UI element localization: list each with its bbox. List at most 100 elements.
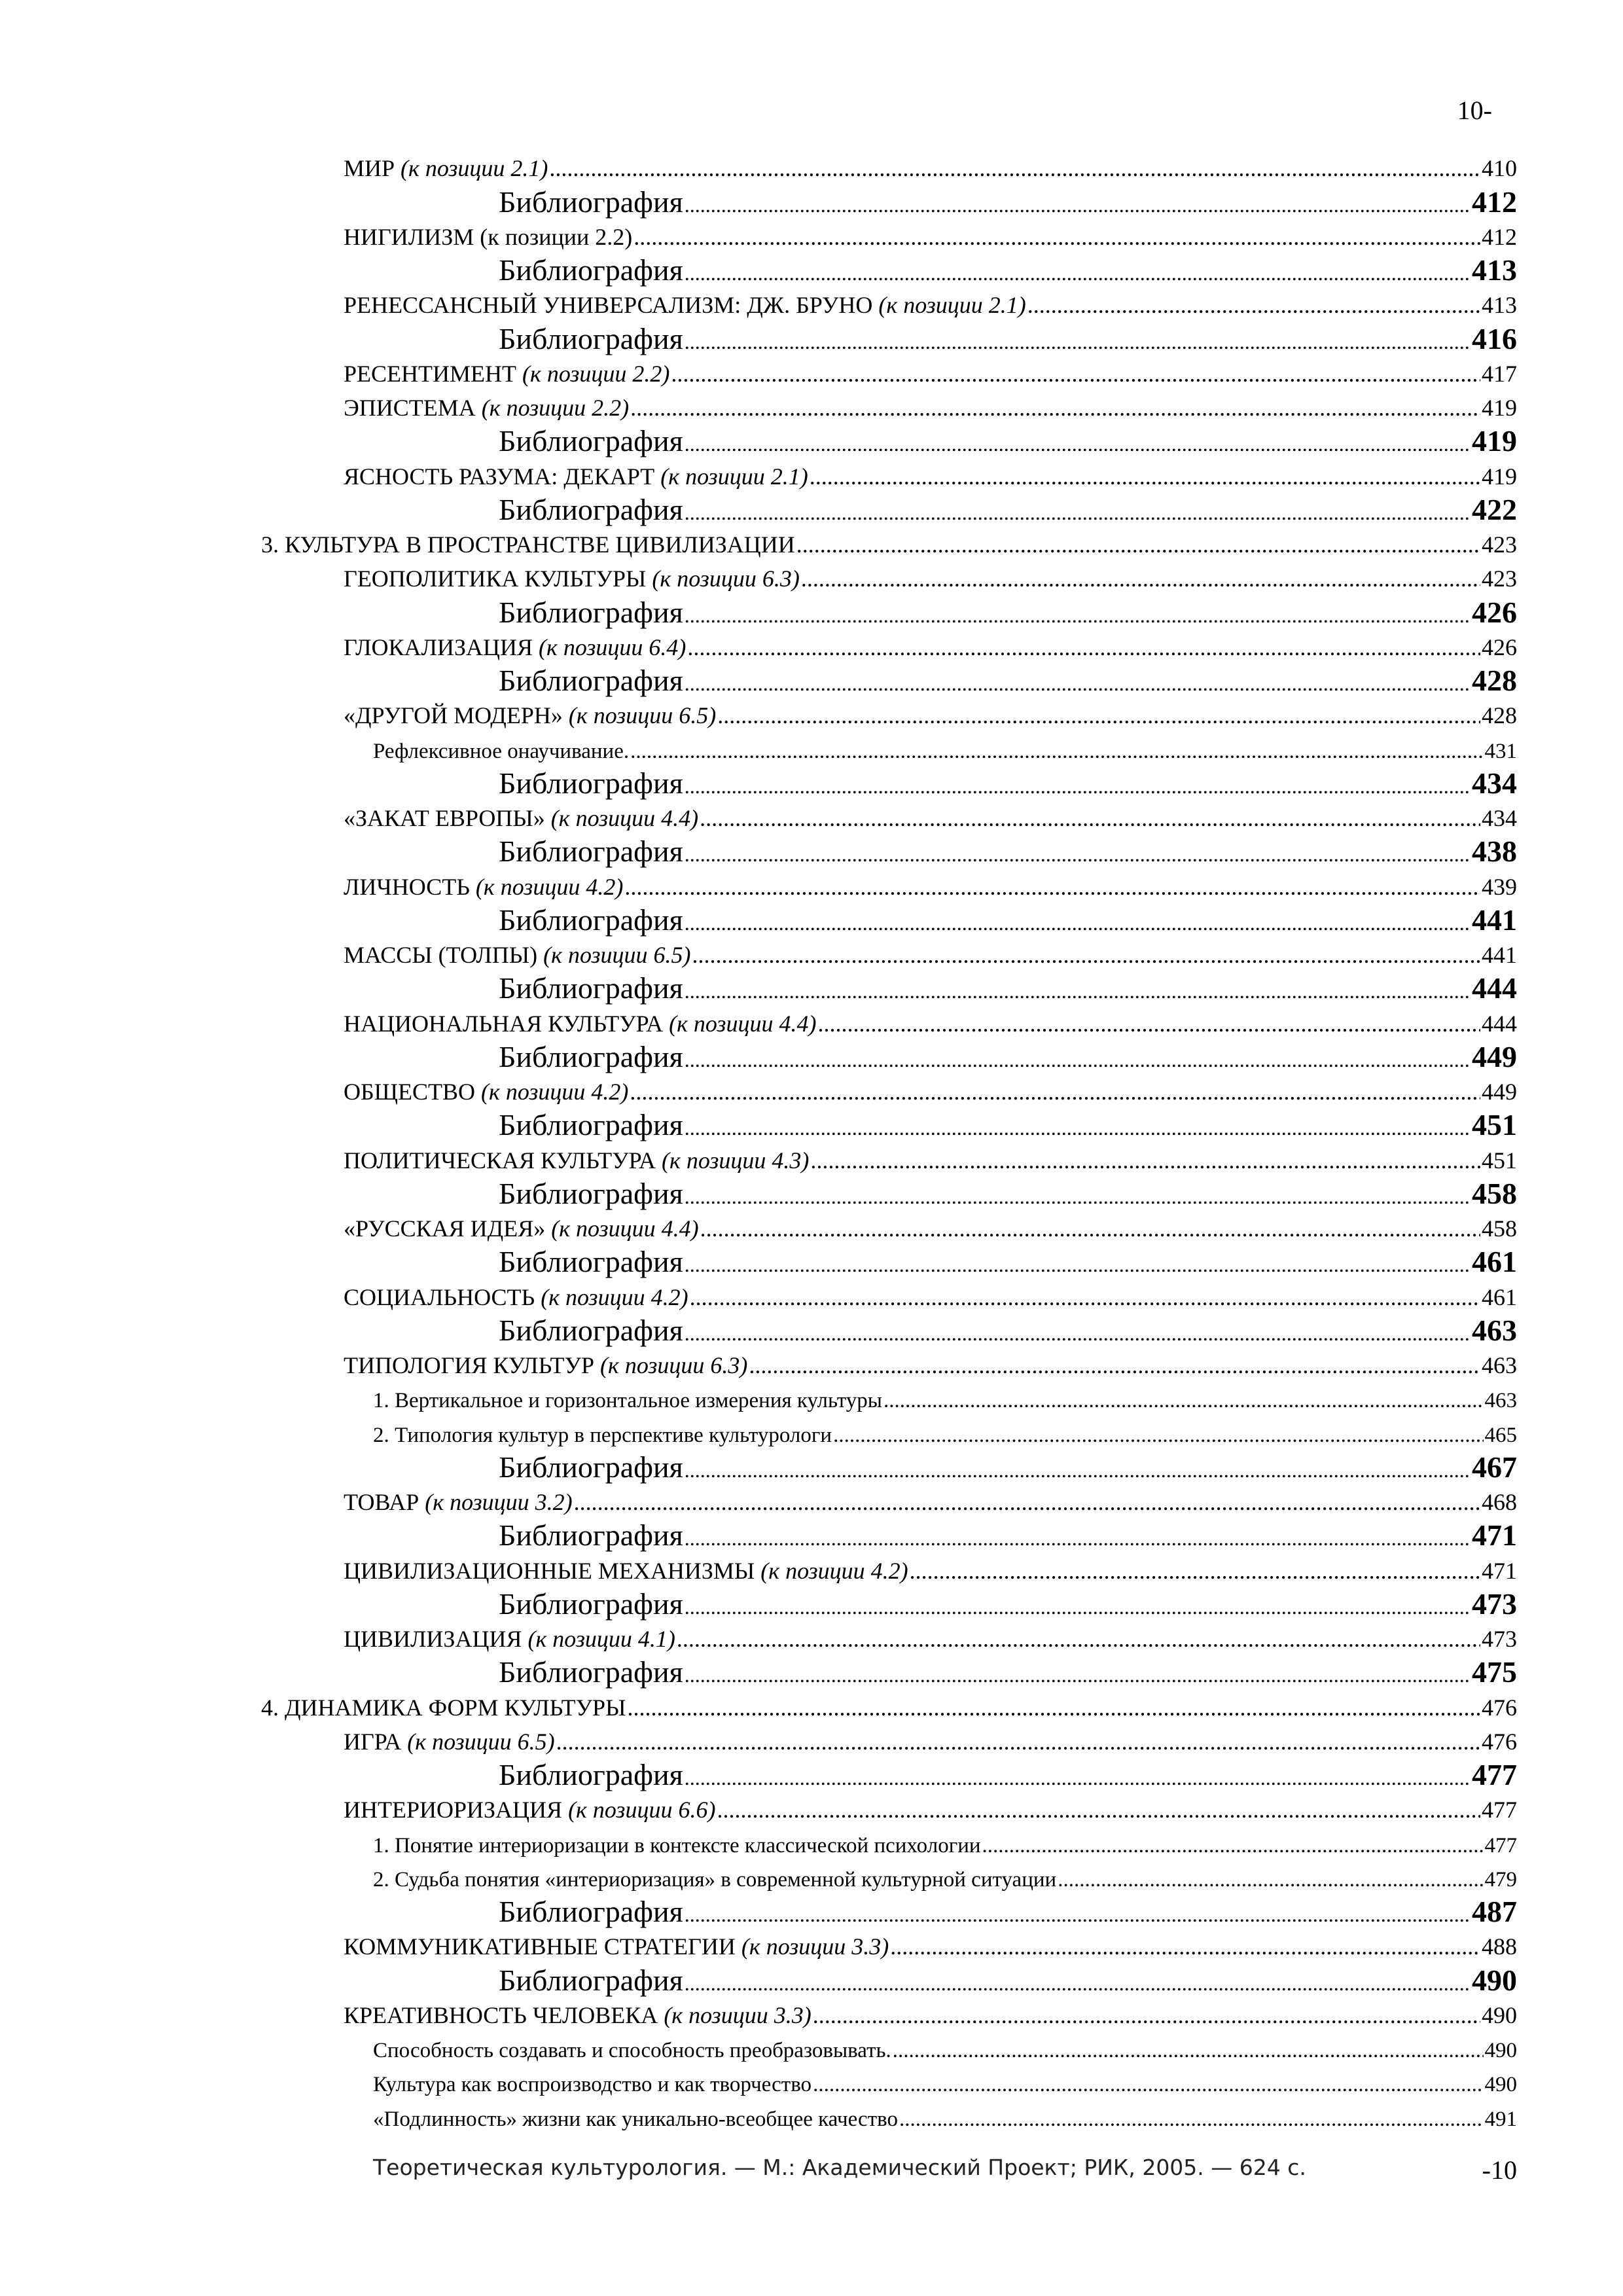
toc-article-entry[interactable]: ЭПИСТЕМА(к позиции 2.2) 419 <box>0 394 1623 428</box>
toc-article-entry[interactable]: ГЛОКАЛИЗАЦИЯ(к позиции 6.4) 426 <box>0 634 1623 668</box>
toc-bibliography-entry[interactable]: Библиография 413 <box>0 253 1623 291</box>
toc-bibliography-entry[interactable]: Библиография 416 <box>0 322 1623 359</box>
toc-bibliography-entry[interactable]: Библиография 467 <box>0 1450 1623 1488</box>
toc-entry-line: Библиография 490 <box>499 1963 1517 1998</box>
toc-subsection-entry[interactable]: Способность создавать и способность прео… <box>0 2036 1623 2070</box>
toc-article-entry[interactable]: ГЕОПОЛИТИКА КУЛЬТУРЫ(к позиции 6.3) 423 <box>0 565 1623 599</box>
toc-article-entry[interactable]: ПОЛИТИЧЕСКАЯ КУЛЬТУРА(к позиции 4.3) 451 <box>0 1146 1623 1180</box>
toc-bibliography-entry[interactable]: Библиография 438 <box>0 834 1623 872</box>
toc-article-entry[interactable]: МИР(к позиции 2.1) 410 <box>0 154 1623 188</box>
entry-title: ГЛОКАЛИЗАЦИЯ <box>344 634 533 660</box>
toc-article-entry[interactable]: ИГРА(к позиции 6.5) 476 <box>0 1728 1623 1762</box>
toc-article-entry[interactable]: ТОВАР(к позиции 3.2) 468 <box>0 1488 1623 1522</box>
toc-entry-line: СОЦИАЛЬНОСТЬ(к позиции 4.2) 461 <box>344 1283 1517 1311</box>
toc-article-entry[interactable]: ЦИВИЛИЗАЦИОННЫЕ МЕХАНИЗМЫ (к позиции 4.2)… <box>0 1556 1623 1590</box>
entry-page-number: 461 <box>1482 1283 1517 1310</box>
toc-article-entry[interactable]: КОММУНИКАТИВНЫЕ СТРАТЕГИИ (к позиции 3.3)… <box>0 1933 1623 1967</box>
entry-page-number: 473 <box>1482 1626 1517 1652</box>
toc-article-entry[interactable]: ЦИВИЛИЗАЦИЯ(к позиции 4.1) 473 <box>0 1625 1623 1659</box>
toc-article-entry[interactable]: ЯСНОСТЬ РАЗУМА: ДЕКАРТ(к позиции 2.1) 419 <box>0 462 1623 496</box>
toc-subsection-entry[interactable]: 2. Типология культур в перспективе культ… <box>0 1420 1623 1454</box>
toc-bibliography-entry[interactable]: Библиография 487 <box>0 1895 1623 1933</box>
dot-leader <box>883 1389 1484 1413</box>
toc-bibliography-entry[interactable]: Библиография 419 <box>0 424 1623 462</box>
dot-leader <box>717 702 1480 729</box>
toc-article-entry[interactable]: СОЦИАЛЬНОСТЬ(к позиции 4.2) 461 <box>0 1283 1623 1317</box>
toc-bibliography-entry[interactable]: Библиография 473 <box>0 1587 1623 1625</box>
toc-subsection-entry[interactable]: «Подлинность» жизни как уникально-всеобщ… <box>0 2104 1623 2138</box>
toc-article-entry[interactable]: «РУССКАЯ ИДЕЯ»(к позиции 4.4) 458 <box>0 1215 1623 1249</box>
toc-article-entry[interactable]: ТИПОЛОГИЯ КУЛЬТУР(к позиции 6.3) 463 <box>0 1352 1623 1386</box>
toc-article-entry[interactable]: МАССЫ (ТОЛПЫ)(к позиции 6.5) 441 <box>0 941 1623 975</box>
dot-leader <box>685 193 1471 217</box>
entry-title: Библиография <box>499 492 683 526</box>
entry-title: ОБЩЕСТВО <box>344 1079 475 1105</box>
toc-article-entry[interactable]: ЛИЧНОСТЬ(к позиции 4.2) 439 <box>0 872 1623 906</box>
toc-article-entry[interactable]: РЕНЕССАНСНЫЙ УНИВЕРСАЛИЗМ: ДЖ. БРУНО (к п… <box>0 291 1623 325</box>
toc-bibliography-entry[interactable]: Библиография 461 <box>0 1245 1623 1283</box>
toc-bibliography-entry[interactable]: Библиография 451 <box>0 1108 1623 1146</box>
entry-reference: (к позиции 4.4) <box>550 805 699 831</box>
toc-bibliography-entry[interactable]: Библиография 475 <box>0 1655 1623 1693</box>
toc-subsection-entry[interactable]: 1. Понятие интериоризации в контексте кл… <box>0 1830 1623 1864</box>
toc-article-entry[interactable]: ИНТЕРИОРИЗАЦИЯ(к позиции 6.6) 477 <box>0 1796 1623 1830</box>
toc-subsection-entry[interactable]: Культура как воспроизводство и как творч… <box>0 2070 1623 2104</box>
dot-leader <box>630 1078 1480 1105</box>
toc-bibliography-entry[interactable]: Библиография 471 <box>0 1518 1623 1556</box>
toc-section-entry[interactable]: 4. ДИНАМИКА ФОРМ КУЛЬТУРЫ 476 <box>0 1693 1623 1727</box>
toc-bibliography-entry[interactable]: Библиография 441 <box>0 903 1623 941</box>
entry-title: ПОЛИТИЧЕСКАЯ КУЛЬТУРА <box>344 1147 656 1174</box>
toc-article-entry[interactable]: КРЕАТИВНОСТЬ ЧЕЛОВЕКА(к позиции 3.3) 490 <box>0 2001 1623 2036</box>
dot-leader <box>685 1766 1471 1790</box>
dot-leader <box>685 1458 1471 1482</box>
toc-bibliography-entry[interactable]: Библиография 449 <box>0 1040 1623 1078</box>
toc-subsection-entry[interactable]: 1. Вертикальное и горизонтальное измерен… <box>0 1386 1623 1420</box>
toc-article-entry[interactable]: НАЦИОНАЛЬНАЯ КУЛЬТУРА(к позиции 4.4) 444 <box>0 1009 1623 1043</box>
entry-title: Библиография <box>499 1245 683 1279</box>
toc-article-entry[interactable]: НИГИЛИЗМ(к позиции 2.2) 412 <box>0 223 1623 257</box>
dot-leader <box>685 672 1471 696</box>
dot-leader <box>810 1147 1480 1174</box>
toc-entry-line: Библиография 444 <box>499 971 1517 1005</box>
toc-subsection-entry[interactable]: 2. Судьба понятия «интериоризация» в сов… <box>0 1865 1623 1899</box>
toc-bibliography-entry[interactable]: Библиография 458 <box>0 1177 1623 1215</box>
entry-page-number: 413 <box>1472 253 1517 287</box>
entry-page-number: 431 <box>1484 739 1518 763</box>
entry-title: 1. Понятие интериоризации в контексте кл… <box>373 1833 981 1857</box>
toc-bibliography-entry[interactable]: Библиография 477 <box>0 1758 1623 1796</box>
toc-bibliography-entry[interactable]: Библиография 426 <box>0 596 1623 633</box>
toc-bibliography-entry[interactable]: Библиография 444 <box>0 971 1623 1009</box>
entry-page-number: 465 <box>1484 1423 1518 1447</box>
toc-entry-line: 2. Типология культур в перспективе культ… <box>373 1424 1517 1448</box>
toc-article-entry[interactable]: «ДРУГОЙ МОДЕРН»(к позиции 6.5) 428 <box>0 702 1623 736</box>
entry-title: Библиография <box>499 321 683 355</box>
dot-leader <box>574 1488 1480 1516</box>
toc-bibliography-entry[interactable]: Библиография 428 <box>0 664 1623 702</box>
toc-article-entry[interactable]: РЕСЕНТИМЕНТ(к позиции 2.2) 417 <box>0 360 1623 394</box>
toc-entry-line: Библиография 475 <box>499 1655 1517 1689</box>
entry-title: ЦИВИЛИЗАЦИЯ <box>344 1626 522 1652</box>
entry-title: ТИПОЛОГИЯ КУЛЬТУР <box>344 1352 595 1378</box>
entry-title: Библиография <box>499 253 683 287</box>
entry-reference: (к позиции 3.3) <box>741 1933 889 1960</box>
toc-article-entry[interactable]: «ЗАКАТ ЕВРОПЫ»(к позиции 4.4) 434 <box>0 804 1623 838</box>
toc-section-entry[interactable]: 3. КУЛЬТУРА В ПРОСТРАНСТВЕ ЦИВИЛИЗАЦИИ 42… <box>0 531 1623 565</box>
entry-reference: (к позиции 4.2) <box>541 1283 688 1310</box>
toc-entry-line: Библиография 426 <box>499 595 1517 630</box>
toc-article-entry[interactable]: ОБЩЕСТВО(к позиции 4.2) 449 <box>0 1078 1623 1112</box>
toc-bibliography-entry[interactable]: Библиография 434 <box>0 766 1623 804</box>
entry-title: Библиография <box>499 903 683 937</box>
entry-page-number: 451 <box>1472 1108 1517 1142</box>
entry-page-number: 417 <box>1482 360 1517 387</box>
toc-subsection-entry[interactable]: Рефлексивное онаучивание. 431 <box>0 736 1623 770</box>
entry-title: «ЗАКАТ ЕВРОПЫ» <box>344 805 545 831</box>
entry-page-number: 426 <box>1472 595 1517 629</box>
footer-citation: Теоретическая культурология. — М.: Акаде… <box>373 2155 1306 2180</box>
entry-reference: (к позиции 4.1) <box>527 1626 675 1652</box>
entry-title: Библиография <box>499 595 683 629</box>
toc-bibliography-entry[interactable]: Библиография 463 <box>0 1314 1623 1352</box>
entry-title: Библиография <box>499 971 683 1005</box>
toc-bibliography-entry[interactable]: Библиография 412 <box>0 185 1623 223</box>
toc-bibliography-entry[interactable]: Библиография 422 <box>0 493 1623 531</box>
toc-bibliography-entry[interactable]: Библиография 490 <box>0 1964 1623 2001</box>
